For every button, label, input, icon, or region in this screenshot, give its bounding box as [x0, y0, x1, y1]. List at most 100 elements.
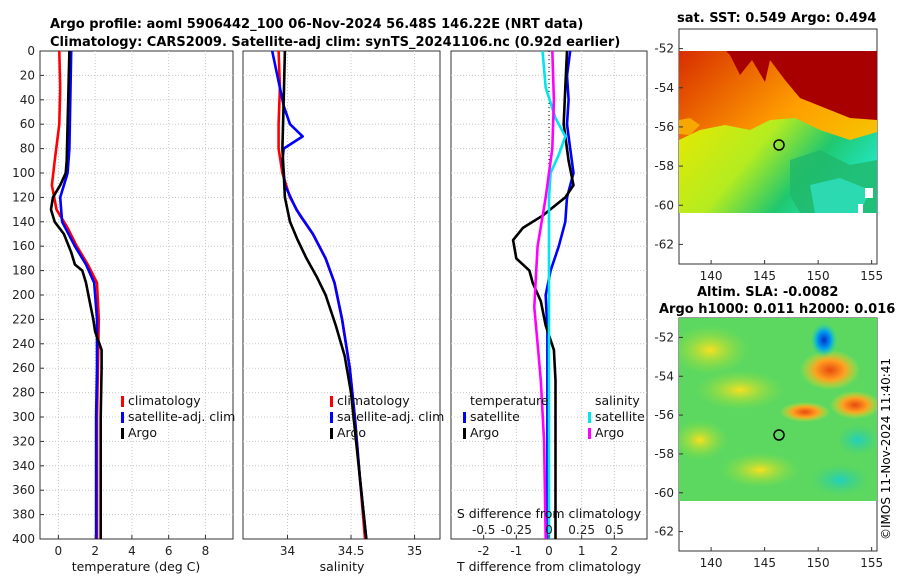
sst-heatmap [679, 51, 877, 213]
y-tick-label: 40 [20, 93, 35, 107]
legend-temp-satellite-label: satellite [470, 409, 520, 424]
series-temperature-argo [511, 50, 575, 539]
x-tick-label: 4 [128, 544, 136, 558]
map-y-tick-label: -54 [654, 81, 674, 95]
legend-sal-satellite-label: satellite [595, 409, 645, 424]
difference-legend: temperature satellite Argo salinity sate… [463, 393, 645, 440]
map-y-tick-label: -62 [654, 525, 674, 539]
top-x-tick-label: -0.25 [501, 523, 532, 537]
x-tick-label: -2 [478, 544, 490, 558]
salinity-legend: climatology satellite-adj. clim Argo [330, 393, 444, 440]
map-y-tick-label: -58 [654, 447, 674, 461]
map-x-tick-label: 155 [860, 269, 883, 283]
y-tick-label: 20 [20, 68, 35, 82]
y-tick-label: 160 [12, 239, 35, 253]
legend-argo-swatch [121, 428, 124, 439]
y-tick-label: 180 [12, 264, 35, 278]
y-tick-label: 380 [12, 508, 35, 522]
series-argo [281, 50, 368, 540]
salinity-axes [242, 50, 441, 540]
legend-argo-label: Argo [337, 425, 366, 440]
legend-sal-argo-swatch [588, 428, 591, 439]
x-tick-label: -1 [510, 544, 522, 558]
legend-satellite-label: satellite-adj. clim [337, 409, 444, 424]
y-tick-label: 320 [12, 434, 35, 448]
sla-heatmap [679, 318, 877, 501]
map-y-tick-label: -52 [654, 42, 674, 56]
difference-xlabel: T difference from climatology [456, 559, 642, 574]
legend-satellite-swatch [121, 412, 124, 423]
y-tick-label: 140 [12, 215, 35, 229]
x-tick-label: 34.5 [338, 544, 365, 558]
map-x-tick-label: 155 [860, 556, 883, 570]
y-tick-label: 80 [20, 142, 35, 156]
top-x-tick-label: 0 [545, 523, 553, 537]
y-tick-label: 340 [12, 459, 35, 473]
map-y-tick-label: -58 [654, 159, 674, 173]
legend-climatology-swatch [330, 396, 333, 407]
legend-climatology-label: climatology [337, 393, 410, 408]
map-x-tick-label: 150 [807, 269, 830, 283]
salinity-panel: 34 34.5 35 salinity climatology satellite-… [242, 50, 444, 574]
figure-title-line2: Climatology: CARS2009. Satellite-adj cli… [50, 35, 620, 50]
map-y-tick-label: -56 [654, 408, 674, 422]
salinity-xlabel: salinity [320, 559, 365, 574]
x-tick-label: 8 [202, 544, 210, 558]
legend-satellite-swatch [330, 412, 333, 423]
series-salinity-satellite [541, 50, 567, 539]
x-tick-label: 2 [91, 544, 99, 558]
imos-credit: ©IMOS 11-Nov-2024 11:40:41 [879, 358, 893, 540]
y-tick-label: 240 [12, 337, 35, 351]
top-x-tick-label: 0.5 [605, 523, 624, 537]
map-y-tick-label: -60 [654, 486, 674, 500]
map-x-tick-label: 145 [753, 556, 776, 570]
top-x-tick-label: 0.25 [568, 523, 595, 537]
top-x-tick-label: -0.5 [472, 523, 495, 537]
sst-map-title: sat. SST: 0.549 Argo: 0.494 [677, 11, 876, 26]
x-tick-label: 2 [611, 544, 619, 558]
y-tick-label: 60 [20, 117, 35, 131]
legend-temperature-title: temperature [470, 393, 549, 408]
x-tick-label: 34 [280, 544, 295, 558]
y-tick-label: 100 [12, 166, 35, 180]
legend-temp-satellite-swatch [463, 412, 466, 423]
y-tick-label: 400 [12, 532, 35, 546]
map-x-tick-label: 145 [753, 269, 776, 283]
legend-salinity-title: salinity [595, 393, 640, 408]
temperature-legend: climatology satellite-adj. clim Argo [121, 393, 235, 440]
x-tick-label: 6 [165, 544, 173, 558]
y-tick-label: 280 [12, 386, 35, 400]
y-tick-label: 220 [12, 312, 35, 326]
figure-title-line1: Argo profile: aoml 5906442_100 06-Nov-20… [50, 17, 583, 32]
map-y-tick-label: -60 [654, 198, 674, 212]
map-y-tick-label: -52 [654, 330, 674, 344]
sla-map-subtitle: Argo h1000: 0.011 h2000: 0.016 [659, 302, 895, 317]
x-tick-label: 0 [545, 544, 553, 558]
map-x-tick-label: 150 [807, 556, 830, 570]
y-tick-label: 120 [12, 190, 35, 204]
legend-climatology-label: climatology [128, 393, 201, 408]
sla-map-title: Altim. SLA: -0.0082 [697, 285, 838, 300]
y-tick-label: 200 [12, 288, 35, 302]
series-temperature-satellite [544, 50, 575, 539]
map-y-tick-label: -56 [654, 120, 674, 134]
difference-top-xlabel: S difference from climatology [457, 506, 642, 521]
legend-temp-argo-label: Argo [470, 425, 499, 440]
x-tick-label: 0 [55, 544, 63, 558]
y-tick-label: 0 [27, 44, 35, 58]
temperature-panel: 0204060801001201401601802002202402602803… [12, 44, 235, 574]
y-tick-label: 360 [12, 483, 35, 497]
x-tick-label: 35 [407, 544, 422, 558]
sla-map: 140 145 150 155 -52 -54 -56 -58 -60 -62 [654, 317, 883, 570]
map-x-tick-label: 140 [700, 556, 723, 570]
sst-argo-marker [773, 139, 785, 151]
map-y-tick-label: -54 [654, 369, 674, 383]
y-tick-label: 260 [12, 361, 35, 375]
legend-satellite-label: satellite-adj. clim [128, 409, 235, 424]
legend-temp-argo-swatch [463, 428, 466, 439]
series-satellite-adj-clim [270, 50, 368, 540]
y-tick-label: 300 [12, 410, 35, 424]
legend-sal-argo-label: Argo [595, 425, 624, 440]
legend-argo-swatch [330, 428, 333, 439]
